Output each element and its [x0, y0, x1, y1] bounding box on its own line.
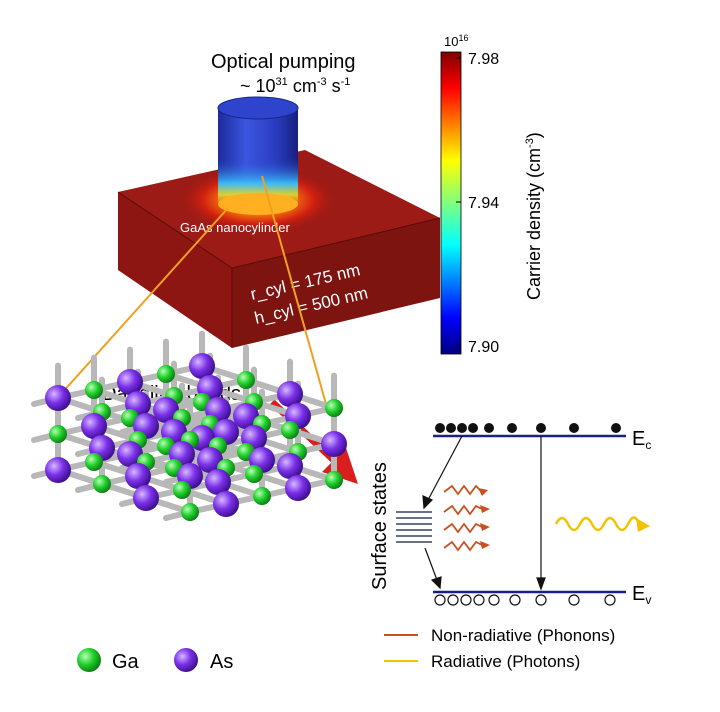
ga-atom	[237, 371, 255, 389]
ga-atom	[325, 471, 343, 489]
as-atom	[213, 491, 239, 517]
as-atom	[81, 413, 107, 439]
ga-atom	[325, 399, 343, 417]
zoom-guides	[51, 175, 327, 405]
surface-state-levels	[396, 511, 432, 543]
ga-atom	[49, 425, 67, 443]
as-atom	[277, 381, 303, 407]
colorbar-title: Carrier density (cm-3)	[524, 132, 544, 300]
photon-emission	[554, 516, 640, 532]
conduction-band-label: Ec	[632, 428, 651, 452]
colorbar-tick-label: 7.98	[468, 51, 499, 68]
valence-band-label: Ev	[632, 583, 651, 607]
ga-legend-label: Ga	[112, 651, 140, 673]
block-left-face	[118, 192, 232, 348]
phonon-arrowheads	[478, 488, 490, 549]
colorbar-scale	[440, 51, 462, 355]
as-atom	[233, 403, 259, 429]
colorbar-ticks: 7.98 7.94 7.90	[456, 51, 499, 356]
as-atom	[285, 475, 311, 501]
as-legend-marker	[174, 648, 198, 672]
as-atom	[277, 453, 303, 479]
ga-atom	[253, 487, 271, 505]
phonon-emissions	[443, 484, 485, 552]
crystal-lattice	[31, 330, 347, 521]
device-label: GaAs nanocylinder	[180, 220, 291, 235]
holes	[434, 594, 616, 606]
as-atom	[45, 385, 71, 411]
cylinder-top	[217, 96, 299, 120]
pumping-rate: ~ 1031 cm-3 s-1	[240, 76, 350, 96]
as-legend-label: As	[210, 651, 233, 673]
as-atom	[197, 447, 223, 473]
ga-atom	[93, 475, 111, 493]
ga-atom	[85, 381, 103, 399]
ga-atom	[281, 421, 299, 439]
pumping-annotation: Optical pumping ~ 1031 cm-3 s-1	[211, 51, 356, 96]
ga-atom	[85, 453, 103, 471]
as-atom	[125, 463, 151, 489]
radiative-legend-label: Radiative (Photons)	[431, 652, 580, 671]
lattice-legend: Ga As	[77, 648, 233, 673]
colorbar: 1016 7.98 7.94 7.90 Carrier density (cm-3)	[440, 33, 544, 356]
as-atom	[205, 469, 231, 495]
ga-atom	[157, 365, 175, 383]
ga-atom	[173, 481, 191, 499]
photon-arrowhead	[636, 518, 650, 532]
colorbar-multiplier: 1016	[444, 33, 468, 49]
as-atom	[321, 431, 347, 457]
device-3d-model: GaAs nanocylinder r_cyl = 175 nm h_cyl =…	[117, 96, 441, 348]
as-atom	[117, 441, 143, 467]
ga-legend-marker	[77, 648, 101, 672]
pumping-title: Optical pumping	[211, 51, 356, 73]
band-diagram: Ec Ev Surface states	[369, 423, 651, 671]
ga-atom	[181, 503, 199, 521]
as-atom	[189, 353, 215, 379]
surface-states-label: Surface states	[369, 462, 391, 590]
transition-arrows	[422, 435, 546, 591]
block-front-face	[232, 218, 440, 348]
guide-line-left	[51, 207, 229, 405]
colorbar-tick-label: 7.94	[468, 195, 499, 212]
electrons	[435, 423, 621, 433]
as-atom	[133, 485, 159, 511]
as-atom	[153, 397, 179, 423]
nonradiative-legend-label: Non-radiative (Phonons)	[431, 626, 615, 645]
as-atom	[45, 457, 71, 483]
guide-line-right	[261, 175, 327, 405]
cylinder-bottom	[218, 193, 298, 215]
ga-atom	[245, 465, 263, 483]
colorbar-tick-label: 7.90	[468, 339, 499, 356]
as-atom	[117, 369, 143, 395]
